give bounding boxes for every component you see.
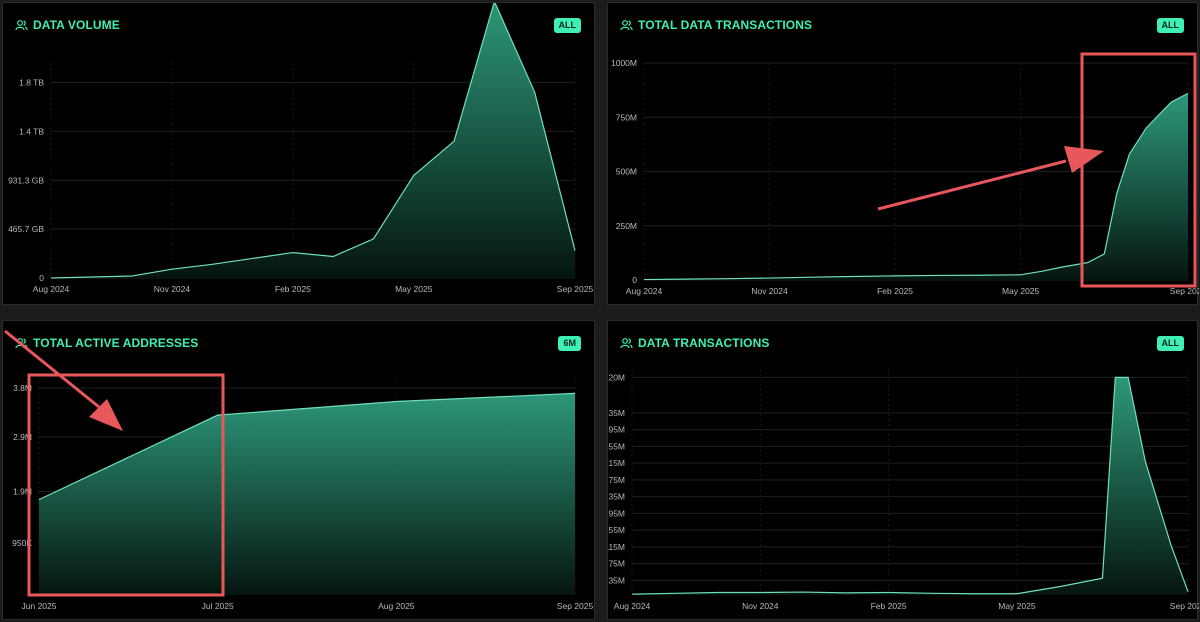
y-tick-label: 35M: [608, 575, 625, 585]
x-tick-label: May 2025: [1002, 286, 1040, 296]
x-tick-label: Aug 2024: [33, 284, 70, 294]
y-tick-label: 1.8 TB: [19, 78, 44, 88]
range-badge[interactable]: ALL: [553, 18, 581, 33]
users-icon: [15, 20, 28, 31]
y-tick-label: 195M: [608, 508, 625, 518]
panel-header: DATA VOLUME: [15, 17, 120, 33]
range-badge[interactable]: ALL: [1156, 336, 1184, 351]
y-tick-label: 520M: [608, 372, 625, 382]
panel-title: DATA TRANSACTIONS: [638, 336, 770, 350]
range-badge[interactable]: ALL: [1156, 18, 1184, 33]
y-tick-label: 1.4 TB: [19, 126, 44, 136]
y-tick-label: 931.3 GB: [8, 175, 44, 185]
y-tick-label: 75M: [608, 559, 625, 569]
y-tick-label: 3.8M: [13, 383, 32, 393]
y-tick-label: 115M: [608, 542, 625, 552]
series-line: [50, 3, 576, 279]
panel-title: DATA VOLUME: [33, 18, 120, 32]
x-tick-label: Jul 2025: [202, 601, 234, 611]
y-tick-label: 1000M: [611, 58, 637, 68]
y-tick-label: 0: [632, 275, 637, 285]
x-tick-label: May 2025: [998, 601, 1036, 611]
x-tick-label: Nov 2024: [751, 286, 788, 296]
users-icon: [620, 20, 633, 31]
y-tick-label: 155M: [608, 525, 625, 535]
series-line: [631, 376, 1189, 595]
chart-area: 950K 1.9M 2.9M 3.8M Jun 2025 Jul 2025 Aug 2025…: [12, 377, 594, 611]
y-tick-label: 355M: [608, 441, 625, 451]
total-active-addresses-panel: TOTAL ACTIVE ADDRESSES 6M 950K 1.9M 2.9M 3.…: [2, 320, 595, 620]
y-tick-label: 235M: [608, 492, 625, 502]
y-tick-label: 500M: [616, 167, 637, 177]
series-area: [39, 393, 575, 595]
x-tick-label: Sep 2025: [1170, 601, 1199, 611]
chart-area: 0 250M 500M 750M 1000M Aug 2024 Nov 2024 Feb 20…: [611, 58, 1199, 296]
total-data-transactions-panel: TOTAL DATA TRANSACTIONS ALL 0 250M 500M 750…: [607, 2, 1199, 305]
y-tick-label: 315M: [608, 458, 625, 468]
range-badge[interactable]: 6M: [558, 336, 581, 351]
x-tick-label: Nov 2024: [154, 284, 191, 294]
x-tick-label: Nov 2024: [742, 601, 779, 611]
users-icon: [620, 338, 633, 349]
y-tick-label: 0: [39, 273, 44, 283]
x-tick-label: Aug 2024: [614, 601, 651, 611]
y-tick-label: 275M: [608, 475, 625, 485]
chart-area: 35M 75M 115M 155M 195M 235M 275M 315M 355M 395M 43…: [608, 369, 1199, 611]
x-tick-label: Jun 2025: [22, 601, 57, 611]
x-tick-label: Aug 2025: [378, 601, 415, 611]
data-volume-panel: DATA VOLUME ALL 0 465.7 GB 931.3 GB 1.4 TB 1…: [2, 2, 595, 305]
y-tick-label: 435M: [608, 408, 625, 418]
y-tick-label: 950K: [12, 538, 32, 548]
y-tick-label: 2.9M: [13, 432, 32, 442]
y-tick-label: 1.9M: [13, 486, 32, 496]
x-tick-label: Feb 2025: [871, 601, 907, 611]
panel-title: TOTAL DATA TRANSACTIONS: [638, 18, 813, 32]
x-tick-label: Feb 2025: [877, 286, 913, 296]
x-tick-label: May 2025: [395, 284, 433, 294]
series-area: [632, 377, 1188, 595]
y-tick-label: 465.7 GB: [8, 224, 44, 234]
panel-header: DATA TRANSACTIONS: [620, 335, 769, 351]
x-tick-label: Feb 2025: [275, 284, 311, 294]
x-tick-label: Sep 2025: [1170, 286, 1199, 296]
x-tick-label: Sep 2025: [557, 284, 594, 294]
x-tick-label: Sep 2025: [557, 601, 594, 611]
chart-area: 0 465.7 GB 931.3 GB 1.4 TB 1.8 TB Aug 2024 Nov…: [8, 3, 594, 294]
x-tick-label: Aug 2024: [626, 286, 663, 296]
series-area: [644, 93, 1188, 280]
series-area: [51, 3, 575, 278]
data-transactions-panel: DATA TRANSACTIONS ALL 35M 75M 115M 155M 195M…: [607, 320, 1199, 620]
y-tick-label: 395M: [608, 425, 625, 435]
y-tick-label: 750M: [616, 112, 637, 122]
panel-header: TOTAL DATA TRANSACTIONS: [620, 17, 812, 33]
y-tick-label: 250M: [616, 221, 637, 231]
